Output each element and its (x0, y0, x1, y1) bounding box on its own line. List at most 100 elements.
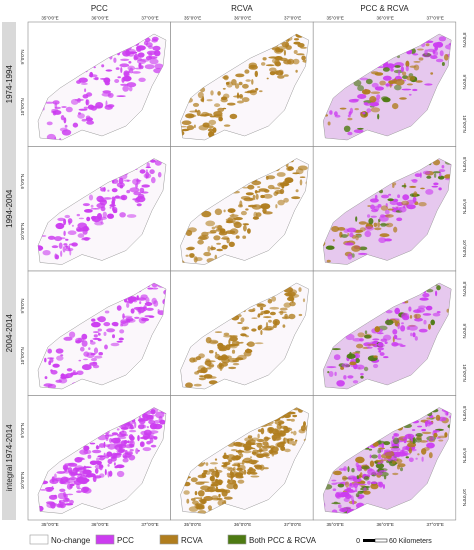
change-patch (251, 460, 259, 463)
change-patch (292, 414, 298, 418)
change-patch (377, 347, 384, 351)
change-patch (228, 459, 232, 463)
change-patch (273, 432, 282, 437)
change-patch (145, 171, 150, 179)
change-patch (107, 464, 110, 467)
change-patch (88, 194, 94, 201)
change-patch (283, 49, 286, 56)
change-patch (267, 427, 275, 432)
change-patch (63, 230, 66, 236)
change-patch (130, 308, 135, 314)
change-patch (84, 209, 93, 213)
change-patch (388, 80, 396, 84)
change-patch (422, 293, 430, 298)
change-patch (232, 359, 240, 363)
change-patch (100, 187, 106, 192)
change-patch (355, 462, 359, 468)
change-patch (120, 440, 127, 447)
change-patch (295, 69, 298, 73)
change-patch (263, 310, 270, 314)
change-patch (277, 75, 285, 79)
change-patch (104, 344, 108, 350)
change-patch (386, 63, 395, 69)
change-patch (89, 442, 96, 445)
change-patch (384, 341, 388, 344)
change-patch (425, 43, 430, 47)
change-patch (283, 197, 289, 203)
change-patch (90, 215, 97, 220)
change-patch (414, 173, 422, 177)
change-patch (382, 484, 385, 489)
change-patch (430, 55, 438, 60)
change-patch (363, 366, 369, 372)
change-patch (119, 184, 124, 189)
change-patch (286, 166, 293, 172)
change-patch (82, 474, 89, 477)
change-patch (105, 100, 108, 107)
legend-swatch (159, 534, 179, 545)
change-patch (96, 195, 104, 202)
change-patch (227, 208, 236, 213)
change-patch (236, 100, 244, 104)
change-patch (413, 64, 420, 71)
change-patch (218, 116, 223, 122)
change-patch (65, 106, 73, 113)
row-label: 1974-1994 (5, 65, 14, 104)
change-patch (59, 237, 66, 240)
change-patch (240, 317, 245, 323)
change-patch (77, 113, 85, 119)
change-patch (376, 94, 381, 100)
change-patch (202, 368, 206, 371)
change-patch (344, 242, 354, 246)
change-patch (410, 332, 413, 337)
change-patch (363, 476, 370, 481)
change-patch (408, 447, 412, 454)
change-patch (212, 127, 217, 133)
change-patch (373, 355, 378, 358)
lon-label: 37°0'0"E (141, 16, 158, 21)
row-label: integral 1974-2014 (5, 424, 14, 491)
change-patch (194, 491, 198, 496)
change-patch (343, 466, 347, 472)
change-patch (217, 107, 225, 112)
change-patch (343, 125, 351, 132)
change-patch (387, 208, 394, 211)
change-patch (260, 330, 263, 335)
change-patch (363, 490, 371, 495)
change-patch (413, 191, 418, 197)
change-patch (419, 440, 428, 443)
change-patch (383, 356, 389, 359)
change-patch (95, 445, 100, 450)
change-patch (376, 332, 384, 335)
change-patch (271, 47, 280, 50)
change-patch (119, 329, 125, 334)
change-patch (422, 170, 431, 175)
change-patch (223, 209, 226, 213)
row-label-strip (2, 395, 16, 520)
change-patch (97, 455, 106, 458)
column-header: PCC (91, 4, 108, 13)
change-patch (80, 346, 85, 352)
change-patch (401, 88, 412, 91)
change-patch (122, 85, 129, 92)
change-patch (83, 351, 90, 357)
change-patch (221, 354, 228, 361)
change-patch (197, 490, 205, 497)
change-patch (238, 81, 243, 86)
change-patch (277, 199, 285, 206)
change-patch (368, 218, 374, 225)
change-patch (59, 137, 62, 140)
change-patch (69, 484, 73, 489)
change-patch (268, 319, 272, 323)
change-patch (129, 423, 133, 428)
change-patch (382, 75, 392, 81)
change-patch (435, 414, 441, 421)
change-patch (155, 411, 165, 419)
change-patch (422, 313, 432, 316)
change-patch (208, 380, 218, 385)
change-patch (123, 71, 130, 78)
change-patch (86, 120, 94, 125)
change-patch (146, 50, 157, 55)
lon-label: 37°0'0"E (427, 522, 444, 527)
change-patch (240, 210, 247, 216)
